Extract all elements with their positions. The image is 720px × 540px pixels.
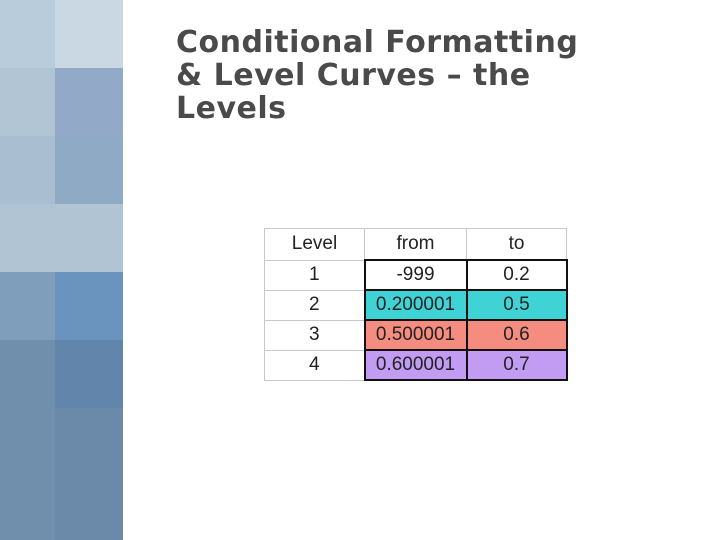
to-cell: 0.6 [465,319,568,351]
from-cell: 0.200001 [363,289,468,321]
from-cell: 0.600001 [363,349,468,381]
title-line: & Level Curves – the [176,58,531,93]
table-row: 2 0.200001 0.5 [264,289,568,321]
strip-tile [55,340,123,408]
strip-tile [55,68,123,136]
header-level: Level [264,228,365,261]
slide-title: Conditional Formatting & Level Curves – … [176,26,696,125]
strip-tile [0,136,55,204]
title-line: Conditional Formatting [176,25,579,60]
table-row: 3 0.500001 0.6 [264,319,568,351]
strip-tile [55,0,123,68]
decorative-side-strip [0,0,123,540]
strip-tile [55,272,123,340]
table-row: 1 -999 0.2 [264,259,568,291]
strip-tile [55,408,123,540]
strip-tile [0,204,123,272]
from-cell: 0.500001 [363,319,468,351]
strip-tile [0,272,55,340]
to-cell: 0.2 [465,259,568,291]
to-cell: 0.5 [465,289,568,321]
levels-table: Level from to 1 -999 0.2 2 0.200001 0.5 … [264,228,568,381]
strip-tile [0,340,55,540]
header-to: to [466,228,567,261]
table-row: 4 0.600001 0.7 [264,349,568,381]
strip-tile [55,136,123,204]
header-from: from [364,228,467,261]
title-line: Levels [176,91,287,126]
to-cell: 0.7 [465,349,568,381]
level-cell: 3 [264,319,365,351]
strip-tile [0,68,55,136]
level-cell: 2 [264,289,365,321]
level-cell: 1 [264,259,365,291]
strip-tile [0,0,55,68]
from-cell: -999 [363,259,468,291]
level-cell: 4 [264,349,365,381]
table-header-row: Level from to [264,228,567,261]
